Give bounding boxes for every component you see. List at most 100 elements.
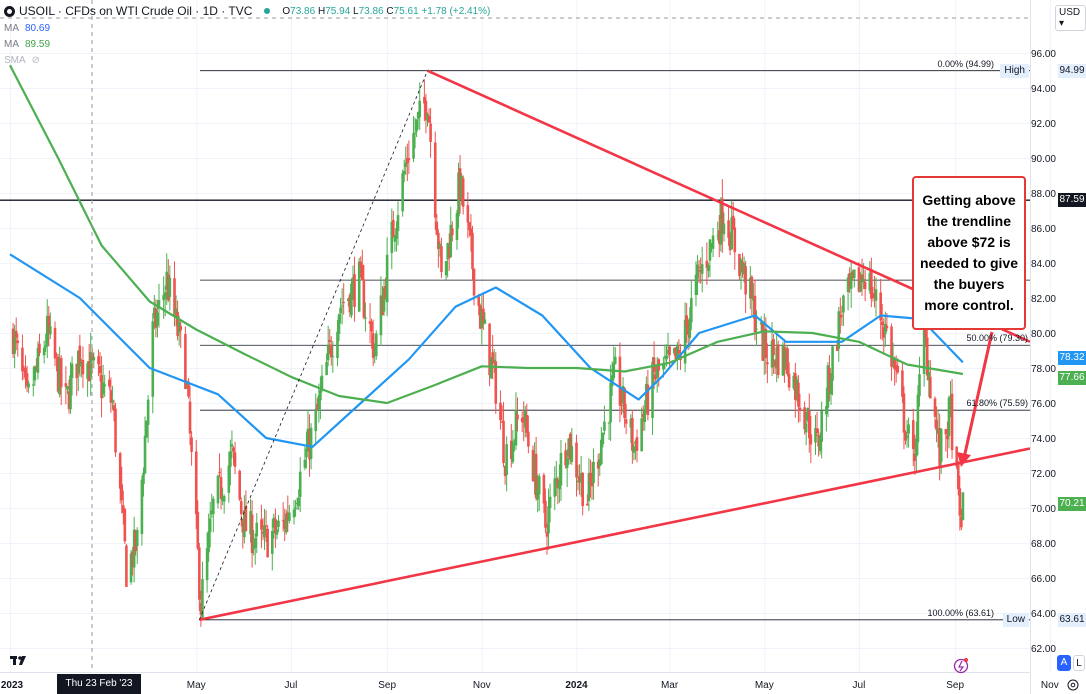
candle-body [368,321,372,324]
candle-body [415,119,418,132]
candle-body [520,418,524,423]
candle-body [632,446,636,453]
candle-body [935,419,938,431]
candle-body [250,514,254,554]
candle-body [862,278,865,283]
candle-body [730,217,733,250]
candle-body [328,339,332,342]
candle-body [794,373,797,400]
candle-body [222,496,226,502]
candle-body [168,277,172,297]
candle-body [828,367,831,392]
symbol-title[interactable]: USOIL · CFDs on WTI Crude Oil · 1D · TVC [19,4,253,18]
indicator-ma-slow[interactable]: MA 89.59 [4,39,51,50]
candle-body [407,158,411,161]
candle-body [492,359,496,361]
candle-body [871,293,875,298]
candle-body [494,361,498,404]
candle-body [641,414,645,418]
tradingview-logo[interactable] [10,656,26,665]
time-tick-label: Sep [946,680,965,691]
candle-body [933,398,937,417]
candle-body [950,393,954,451]
time-tick-label: 2023 [0,680,24,691]
candle-body [329,344,333,358]
candle-body [797,382,800,407]
candle-body [468,222,471,231]
candle-body [759,322,763,325]
candle-body [927,371,931,381]
candle-body [600,439,603,465]
candle-body [792,375,796,389]
candle-body [162,294,165,301]
candle-body [522,417,526,423]
candle-body [915,438,918,457]
candle-body [221,496,224,501]
candle-body [482,308,485,323]
candle-body [511,442,515,463]
price-tick-label: 78.00 [1031,364,1056,375]
candle-body [677,349,681,354]
candle-body [601,432,605,444]
candle-body [87,361,91,382]
candle-body [922,324,926,375]
candle-body [379,295,383,336]
candle-body [103,384,106,387]
candle-body [423,96,426,104]
price-tag: 94.99 [1058,63,1086,78]
candle-body [373,352,377,354]
candle-body [851,271,855,277]
candle-body [53,327,57,359]
lightning-icon[interactable] [953,658,969,674]
candle-body [652,357,656,372]
candle-body [177,322,181,333]
candle-body [859,277,862,292]
candle-body [905,435,909,438]
settings-gear-icon[interactable] [1067,679,1079,691]
candle-body [848,273,851,287]
candle-body [76,350,80,374]
candle-body [249,511,252,535]
currency-selector[interactable]: USD ▾ [1055,5,1086,31]
indicator-ma-fast[interactable]: MA 80.69 [4,23,51,34]
candle-body [544,500,547,528]
annotation-callout[interactable]: Getting above the trendline above $72 is… [912,176,1026,330]
candle-body [946,435,949,440]
candle-body [613,356,617,364]
grid [0,0,1051,672]
candle-body [929,376,932,399]
price-tick-label: 68.00 [1031,539,1056,550]
candle-body [891,357,895,364]
time-tick-label: May [754,680,774,691]
candle-body [803,407,806,430]
candle-body [505,444,508,475]
candle-body [277,520,280,527]
candle-body [429,123,432,142]
candle-body [90,352,94,360]
candle-body [739,259,743,273]
candle-body [804,423,808,433]
price-axis[interactable]: 62.00 64.00 66.00 68.00 70.00 72.00 74.00 76.00… [1031,49,1056,655]
eye-hidden-icon[interactable]: ⊘ [31,55,41,66]
indicator-sma[interactable]: SMA ⊘ [4,55,41,66]
candle-body [75,363,79,379]
candle-body [835,345,839,351]
candle-body [184,334,187,389]
candle-body [826,365,830,408]
candle-body [607,422,611,424]
time-tick-label: May [186,680,206,691]
auto-scale-button[interactable]: A [1057,655,1071,671]
ohlc-values: O73.86 H75.94 L73.86 C75.61 +1.78 (+2.41… [282,5,491,17]
candle-body [655,364,659,378]
candle-body [70,363,74,379]
candle-body [708,239,712,261]
candle-body [766,362,769,365]
time-tick-label: 2024 [565,680,588,691]
fib-level-label: 61.80% (75.59) [966,398,1028,409]
log-scale-button[interactable]: L [1073,655,1085,671]
candle-body [958,488,962,516]
candle-body [694,274,698,296]
candle-body [337,314,341,334]
candle-body [66,386,69,390]
